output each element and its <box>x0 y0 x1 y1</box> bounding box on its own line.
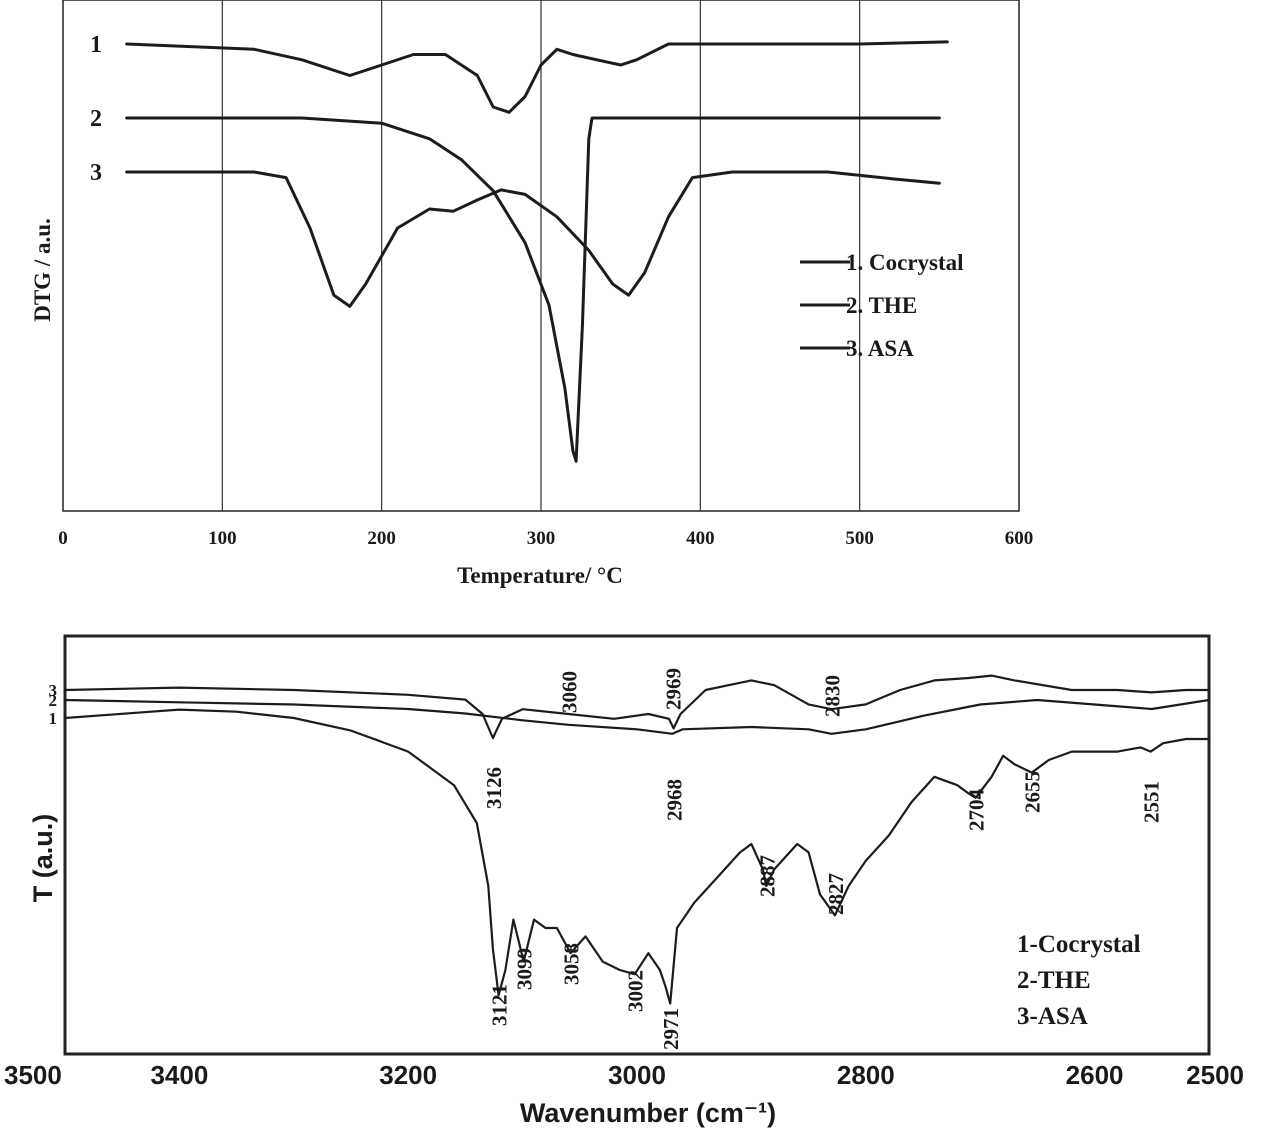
dtg-chart: 0 100 200 300 400 500 600 123 Temperature/ °C … <box>30 0 1033 588</box>
dtg-legend-label: 2. THE <box>846 293 917 318</box>
dtg-x-axis-label: Temperature/ °C <box>457 563 623 588</box>
ir-curve-number-labels: 321 <box>49 681 58 728</box>
ir-x-tick-label: 3000 <box>608 1060 666 1090</box>
dtg-x-tick-label: 100 <box>208 528 237 549</box>
dtg-x-tick-label: 200 <box>367 528 396 549</box>
ir-peak-label: 2830 <box>821 675 845 717</box>
ir-peak-label: 3121 <box>488 984 512 1026</box>
ir-peak-label: 3126 <box>482 767 506 809</box>
dtg-series-line-3 <box>125 170 941 308</box>
dtg-legend-label: 3. ASA <box>846 336 914 361</box>
ir-peak-label: 2969 <box>662 668 686 710</box>
ir-x-tick-label: 3400 <box>150 1060 208 1090</box>
ir-peak-label: 2968 <box>663 779 687 821</box>
dtg-series-line-1 <box>125 40 949 114</box>
ir-peak-label: 2827 <box>824 873 848 915</box>
ir-x-tick-label: 3500 <box>4 1060 62 1090</box>
ir-peak-label: 3058 <box>560 943 584 985</box>
dtg-x-tick-label: 500 <box>845 528 874 549</box>
ir-peak-label: 3002 <box>624 970 648 1012</box>
dtg-gridlines <box>221 0 861 511</box>
dtg-x-tick-label: 0 <box>58 528 68 549</box>
ir-plot-frame <box>63 634 1211 1056</box>
ir-x-tick-labels: 3500 3400 3200 3000 2800 2600 2500 <box>4 1060 1244 1090</box>
ir-y-axis-label: T (a.u.) <box>28 814 58 903</box>
ir-series-line-2 <box>63 698 1211 735</box>
ir-legend: 1-Cocrystal 2-THE 3-ASA <box>1017 931 1141 1030</box>
ir-legend-label: 3-ASA <box>1017 1003 1088 1030</box>
ir-peak-label: 3099 <box>513 948 537 990</box>
dtg-legend-label: 1. Cocrystal <box>846 250 964 275</box>
ir-curve-label: 1 <box>49 709 58 728</box>
dtg-legend: 1. Cocrystal 2. THE 3. ASA <box>800 250 964 361</box>
ir-peak-label: 2704 <box>965 789 989 832</box>
ir-peak-label: 2971 <box>659 1008 683 1050</box>
dtg-x-tick-label: 300 <box>527 528 556 549</box>
dtg-y-axis-label: DTG / a.u. <box>30 218 55 322</box>
ir-series-line-3 <box>63 674 1211 740</box>
ir-peak-label: 2887 <box>755 855 779 897</box>
dtg-curve-number-labels: 1 2 3 <box>90 32 102 186</box>
ir-peak-label: 2551 <box>1140 781 1164 823</box>
ir-peak-label: 3060 <box>557 671 581 713</box>
dtg-curve-label: 3 <box>90 160 102 186</box>
ir-x-tick-label: 2800 <box>837 1060 895 1090</box>
dtg-x-tick-label: 600 <box>1005 528 1034 549</box>
ir-x-tick-label: 2500 <box>1186 1060 1244 1090</box>
ir-peak-labels: 3060 2969 2830 3126 2968 2704 2655 2551 2887 2827… <box>482 668 1164 1050</box>
ir-x-tick-label: 3200 <box>379 1060 437 1090</box>
ir-legend-label: 1-Cocrystal <box>1017 931 1141 958</box>
dtg-x-tick-label: 400 <box>686 528 715 549</box>
dtg-x-tick-labels: 0 100 200 300 400 500 600 <box>58 528 1033 549</box>
ir-curve-label: 2 <box>49 691 58 710</box>
ir-x-axis-label: Wavenumber (cm⁻¹) <box>520 1098 776 1128</box>
ir-series-line-1 <box>63 708 1211 1005</box>
ir-x-tick-label: 2600 <box>1066 1060 1124 1090</box>
dtg-curve-label: 2 <box>90 106 102 132</box>
ir-legend-label: 2-THE <box>1017 967 1091 994</box>
ir-curve-label: 3 <box>49 681 58 700</box>
ir-series <box>63 674 1211 1005</box>
ir-chart: 3500 3400 3200 3000 2800 2600 2500 321 3060 296… <box>4 634 1244 1128</box>
dtg-curve-label: 1 <box>90 32 102 58</box>
dtg-series-line-2 <box>125 116 941 463</box>
ir-peak-label: 2655 <box>1021 771 1045 813</box>
dtg-series <box>125 40 949 463</box>
